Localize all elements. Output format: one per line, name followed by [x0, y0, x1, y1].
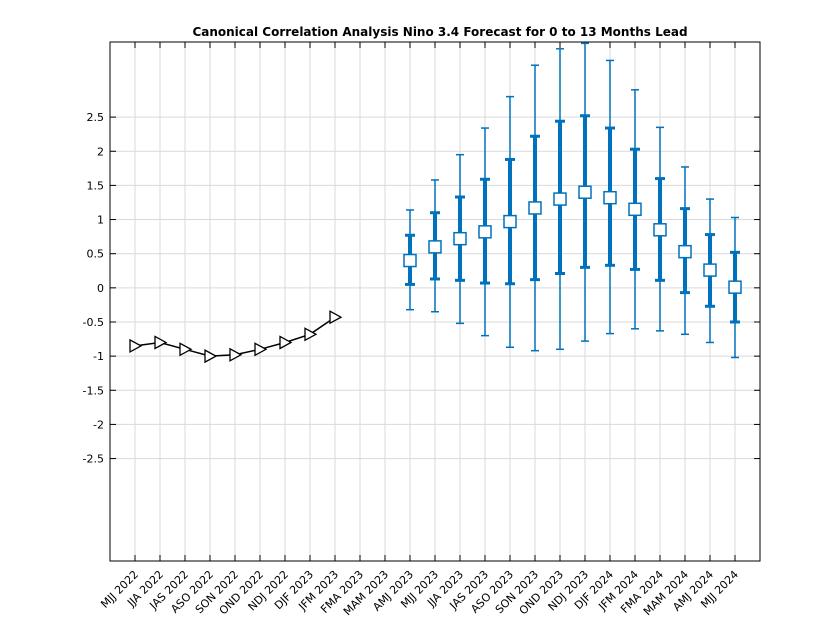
- y-tick-label: -1.5: [83, 384, 104, 397]
- observed-point: [129, 338, 143, 353]
- forecast-point: [503, 214, 517, 229]
- forecast-point: [703, 263, 717, 277]
- forecast-point: [628, 202, 642, 217]
- forecast-point: [528, 201, 542, 215]
- y-tick-label: -2: [93, 418, 104, 431]
- forecast-point: [478, 225, 492, 239]
- forecast-point: [403, 253, 417, 268]
- forecast-point: [428, 240, 442, 254]
- y-tick-label: 1.5: [87, 179, 105, 192]
- observed-point: [154, 335, 168, 350]
- y-tick-label: -0.5: [83, 316, 104, 329]
- y-tick-label: -2.5: [83, 453, 104, 466]
- y-tick-label: 2: [97, 145, 104, 158]
- observed-point: [229, 347, 243, 362]
- forecast-point: [603, 190, 617, 205]
- observed-point: [179, 342, 193, 357]
- forecast-point: [653, 223, 667, 237]
- chart-title: Canonical Correlation Analysis Nino 3.4 …: [192, 25, 687, 39]
- forecast-point: [728, 280, 742, 294]
- forecast-series: [403, 42, 742, 359]
- y-tick-label: -1: [93, 350, 104, 363]
- y-tick-label: 1: [97, 214, 104, 227]
- forecast-point: [578, 185, 592, 199]
- observed-point: [329, 310, 343, 325]
- observed-point: [279, 335, 293, 350]
- forecast-point: [453, 231, 467, 246]
- y-tick-label: 2.5: [87, 111, 105, 124]
- observed-series: [129, 310, 343, 364]
- observed-point: [254, 342, 268, 357]
- observed-point: [204, 349, 218, 364]
- y-tick-label: 0: [97, 282, 104, 295]
- forecast-point: [678, 244, 692, 259]
- y-axis-ticks: -2.5 -2 -1.5 -1 -0.5 0 0.5 1 1.5 2 2.5: [83, 111, 760, 466]
- y-tick-label: 0.5: [87, 248, 105, 261]
- observed-point: [304, 327, 318, 342]
- forecast-point: [553, 192, 567, 206]
